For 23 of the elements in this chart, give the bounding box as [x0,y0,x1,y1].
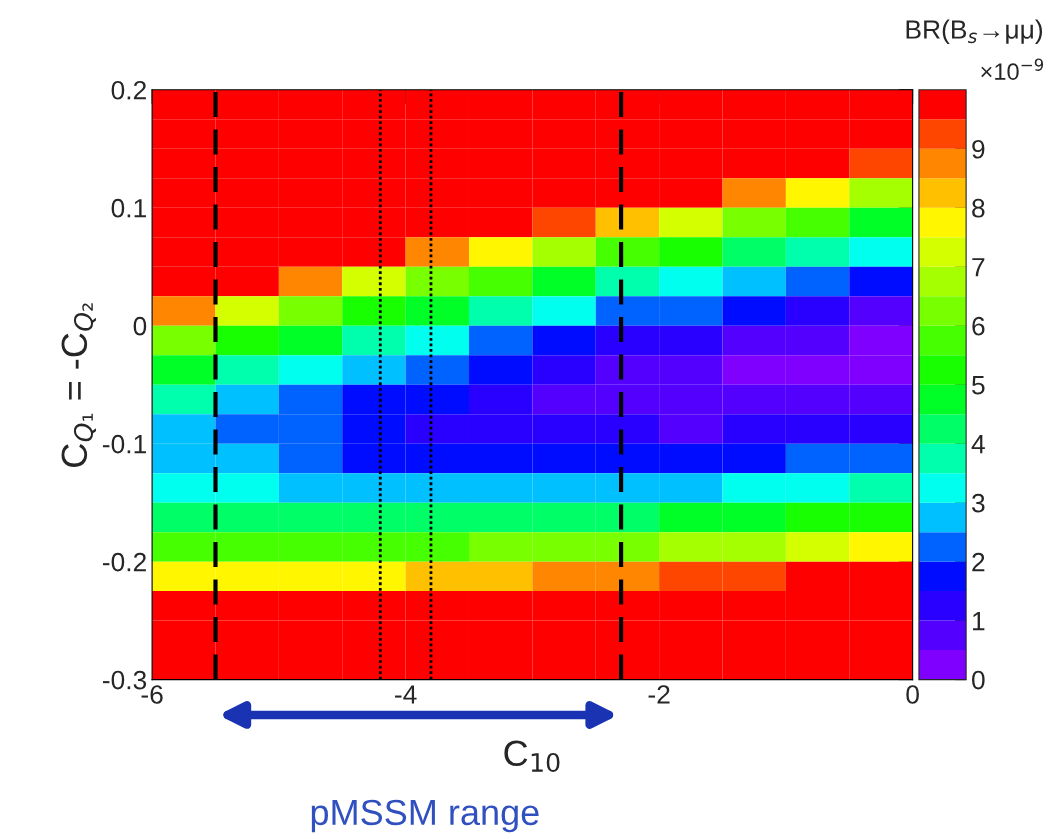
text: ×10$^{−9}$ [981,58,1044,80]
color-bar-label: 9 [972,139,985,159]
color-bar-label: 0 [972,670,985,690]
y-tick-label: 0.2 [111,80,146,100]
y-tick-label: -0.2 [102,552,146,572]
y-tick-label: 0 [133,316,147,336]
x-tick-label: -4 [395,685,417,704]
color-bar-label: 5 [972,376,985,395]
y-tick-label: -0.1 [102,434,146,454]
color-bar-label: 4 [971,435,985,454]
x-tick-label: -2 [648,685,670,704]
y-axis-title: C$_{Q₁}$ = -C$_{Q₂}$ [61,303,96,467]
color-bar-label: 7 [972,258,985,277]
x-axis-title: C$_{10}$ [504,740,560,772]
x-tick-label: 0 [906,685,919,704]
color-bar-label: 8 [972,198,985,218]
text: pMSSM range [311,799,539,833]
color-bar-label: 3 [972,493,985,513]
y-tick-label: 0.1 [111,198,146,218]
color-bar-title: BR(B$_{s}$→μμ) [906,19,1043,45]
color-bar-label: 2 [972,552,985,572]
color-bar-label: 6 [972,316,985,336]
color-bar-label: 1 [973,612,985,631]
